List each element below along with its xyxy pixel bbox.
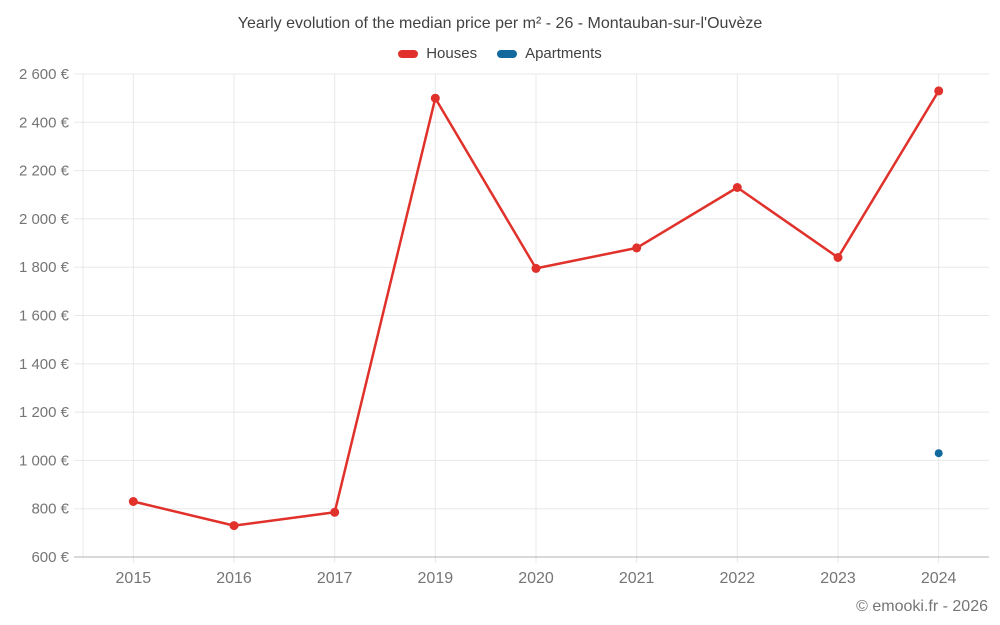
houses-legend-swatch-icon: [398, 49, 419, 58]
houses-point[interactable]: [934, 86, 944, 96]
y-tick-label: 800 €: [31, 501, 69, 518]
y-tick-label: 2 600 €: [19, 66, 70, 83]
chart-legend: Houses Apartments: [0, 45, 1000, 62]
apartments-legend-swatch-icon: [497, 49, 518, 58]
x-tick-label: 2016: [216, 570, 252, 587]
y-tick-label: 1 200 €: [19, 404, 70, 421]
houses-point[interactable]: [531, 263, 541, 273]
y-tick-label: 1 800 €: [19, 259, 70, 276]
x-tick-label: 2017: [317, 570, 353, 587]
y-tick-label: 2 200 €: [19, 163, 70, 180]
legend-item-houses[interactable]: Houses: [398, 45, 477, 62]
houses-point[interactable]: [229, 521, 239, 531]
y-tick-label: 2 000 €: [19, 211, 70, 228]
footer-credit: © emooki.fr - 2026: [856, 598, 988, 615]
legend-item-label: Houses: [426, 45, 478, 62]
x-tick-label: 2024: [921, 570, 957, 587]
houses-point[interactable]: [833, 253, 843, 262]
houses-point[interactable]: [330, 507, 340, 517]
y-tick-label: 600 €: [31, 549, 69, 566]
chart-title: Yearly evolution of the median price per…: [237, 15, 763, 32]
y-tick-label: 1 400 €: [19, 356, 70, 373]
apartments-point[interactable]: [934, 449, 943, 458]
houses-point[interactable]: [732, 183, 742, 192]
x-tick-label: 2015: [116, 570, 152, 587]
legend-item-apartments[interactable]: Apartments: [497, 45, 602, 62]
houses-point[interactable]: [632, 243, 642, 253]
y-tick-label: 2 400 €: [19, 114, 70, 131]
x-tick-label: 2021: [619, 570, 655, 587]
houses-point[interactable]: [128, 497, 138, 506]
houses-point[interactable]: [430, 93, 440, 103]
x-tick-label: 2022: [720, 570, 756, 587]
x-tick-label: 2019: [418, 570, 454, 587]
y-tick-label: 1 600 €: [19, 308, 70, 325]
x-tick-label: 2023: [820, 570, 856, 587]
legend-item-label: Apartments: [525, 45, 602, 62]
y-tick-label: 1 000 €: [19, 452, 70, 469]
x-tick-label: 2020: [518, 570, 554, 587]
